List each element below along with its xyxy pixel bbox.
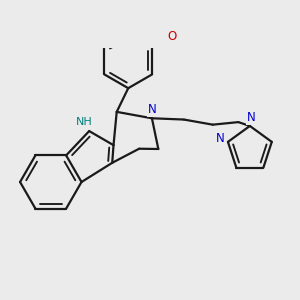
Text: O: O: [167, 29, 176, 43]
Text: N: N: [247, 111, 256, 124]
Text: NH: NH: [76, 117, 93, 127]
Text: N: N: [216, 132, 225, 145]
Text: N: N: [148, 103, 156, 116]
